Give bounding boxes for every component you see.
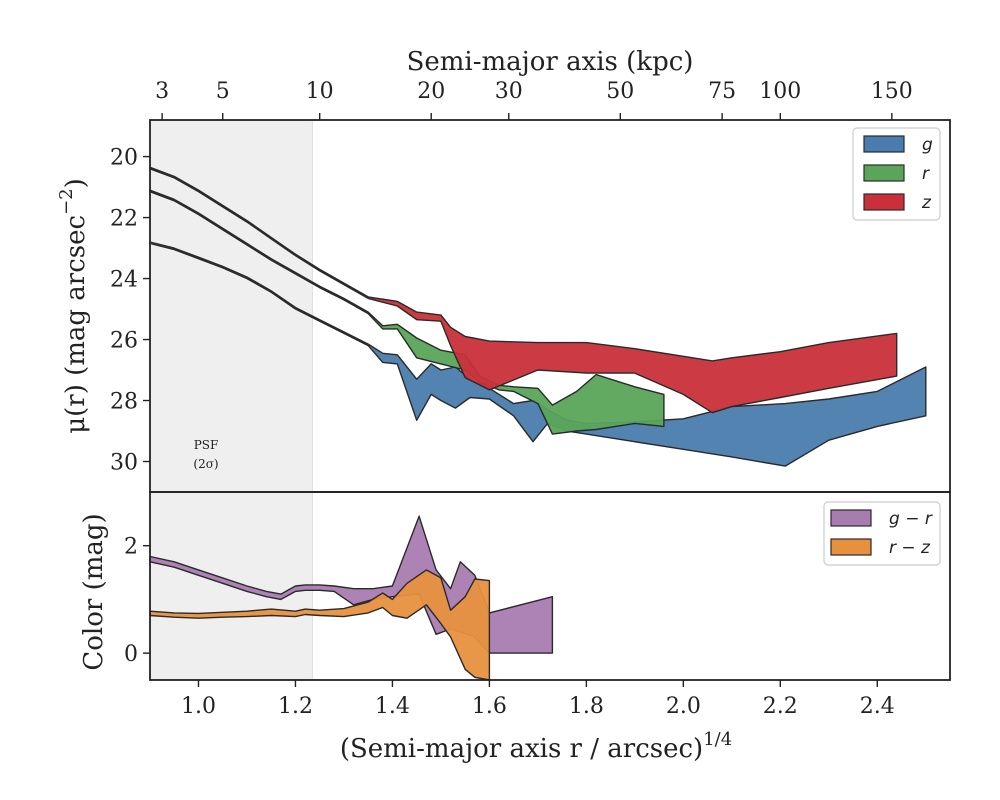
sb-band-g: [149, 241, 927, 467]
sb-ytick-label: 24: [110, 268, 138, 293]
sb-ytick-label: 22: [110, 207, 138, 232]
sb-series-group: [149, 166, 927, 467]
legend-z-swatch: [863, 193, 905, 211]
top-xtick-label: 150: [871, 79, 913, 104]
color-legend-items: g − r r − z: [830, 509, 933, 558]
xtick-label: 1.0: [181, 694, 216, 719]
sb-band-z: [149, 166, 898, 414]
sb-band-r: [149, 189, 665, 435]
color-panel-frame: [149, 491, 951, 681]
top-xtick-label: 100: [759, 79, 801, 104]
xtick-label: 1.8: [569, 694, 604, 719]
sb-legend: grz: [852, 127, 941, 221]
sb-ytick-label: 26: [110, 329, 138, 354]
color-legend: g − r r − z: [823, 501, 941, 566]
legend-r-z-label: r − z: [889, 538, 931, 558]
sb-y-axis-label-main: μ(r) (mag arcsec: [61, 215, 91, 434]
xtick-label: 2.2: [763, 694, 798, 719]
legend-g-label: g: [922, 135, 933, 155]
xtick-label: 2.0: [666, 694, 701, 719]
color-ytick-label: 2: [124, 535, 138, 560]
sb-ytick-label: 20: [110, 146, 138, 171]
legend-z-label: z: [921, 193, 932, 213]
top-xtick-label: 5: [216, 79, 230, 104]
legend-r-swatch: [863, 164, 905, 182]
sb-ytick-label: 28: [110, 390, 138, 415]
sb-y-axis-label: μ(r) (mag arcsec−2): [56, 178, 91, 434]
color-ytick-label: 0: [124, 642, 138, 667]
bottom-axis-label: (Semi-major axis r / arcsec)1/4: [340, 729, 732, 764]
top-xtick-label: 3: [155, 79, 169, 104]
top-xtick-label: 30: [495, 79, 523, 104]
top-xtick-label: 20: [417, 79, 445, 104]
top-xtick-label: 10: [306, 79, 334, 104]
xtick-label: 1.4: [375, 694, 410, 719]
top-xtick-label: 50: [606, 79, 634, 104]
legend-r-z-swatch: [830, 538, 872, 556]
psf-label: PSF: [194, 438, 219, 452]
bottom-axis-label-main: (Semi-major axis r / arcsec): [340, 734, 703, 764]
sb-y-axis-label-exponent: −2: [56, 188, 77, 215]
bottom-axis-label-exponent: 1/4: [703, 729, 732, 750]
legend-r-label: r: [922, 164, 930, 184]
xtick-label: 1.6: [472, 694, 507, 719]
color-y-axis-label: Color (mag): [79, 513, 109, 670]
sb-legend-items: grz: [863, 135, 933, 213]
axis-ticks: 20 22 24 26 28 30 0 2 1.0 1.2 1.4 1.6 1.8 2.0 2.2 2.4 3 5…: [110, 79, 913, 719]
legend-g-r-label: g − r: [889, 509, 933, 529]
xtick-label: 1.2: [278, 694, 313, 719]
sb-y-axis-label-close: ): [61, 178, 91, 188]
top-axis-label: Semi-major axis (kpc): [407, 47, 694, 77]
psf-region-shade: [150, 120, 313, 492]
legend-g-swatch: [863, 135, 905, 153]
psf-label-sigma: (2σ): [193, 457, 218, 471]
top-xtick-label: 75: [708, 79, 736, 104]
xtick-label: 2.4: [860, 694, 895, 719]
sb-ytick-label: 30: [110, 451, 138, 476]
legend-g-r-swatch: [830, 509, 872, 527]
